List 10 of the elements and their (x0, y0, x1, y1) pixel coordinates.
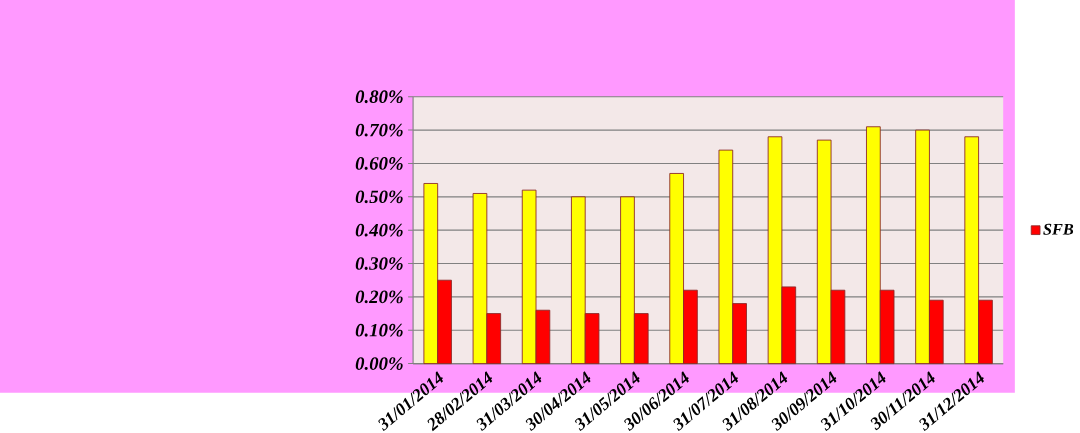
y-tick-label: 0.00% (355, 357, 403, 371)
y-tick-label: 0.80% (355, 90, 403, 104)
y-tick-label: 0.50% (355, 190, 403, 204)
y-tick-label: 0.30% (355, 257, 403, 270)
y-tick-label: 0.40% (355, 223, 403, 237)
y-tick-label: 0.60% (355, 157, 403, 170)
y-tick-label: 0.20% (355, 290, 403, 304)
y-tick-label: 0.10% (355, 323, 403, 337)
y-tick-label: 0.70% (355, 123, 403, 137)
legend-label: SFB (1043, 223, 1074, 235)
